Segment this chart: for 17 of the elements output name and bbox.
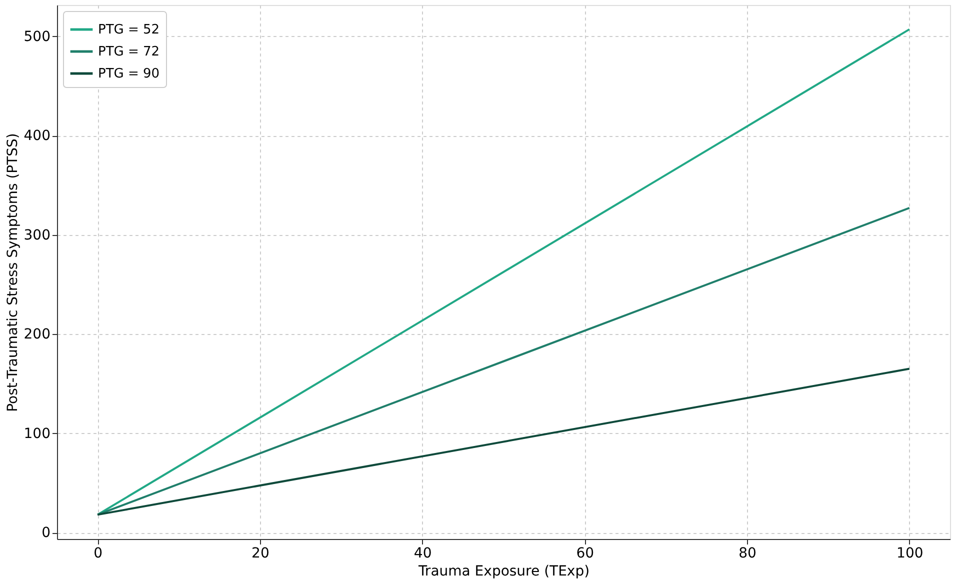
y-tick-label: 0 — [42, 525, 50, 542]
x-tick-label: 60 — [576, 546, 594, 562]
x-axis-title: Trauma Exposure (TExp) — [417, 564, 590, 580]
x-tick-label: 80 — [738, 546, 756, 562]
y-tick-label: 200 — [24, 326, 50, 343]
x-tick-label: 20 — [252, 546, 270, 562]
y-axis-title: Post-Traumatic Stress Symptoms (PTSS) — [4, 133, 21, 412]
x-tick-label: 100 — [896, 546, 924, 562]
legend-label: PTG = 90 — [98, 66, 160, 82]
x-tick-label: 40 — [414, 546, 432, 562]
legend-label: PTG = 52 — [98, 22, 160, 38]
y-tick-label: 300 — [24, 227, 50, 244]
y-tick-label: 400 — [24, 128, 50, 144]
legend-label: PTG = 72 — [98, 44, 160, 60]
y-tick-label: 100 — [24, 426, 50, 442]
y-tick-label: 500 — [24, 28, 50, 45]
x-tick-label: 0 — [94, 546, 103, 562]
